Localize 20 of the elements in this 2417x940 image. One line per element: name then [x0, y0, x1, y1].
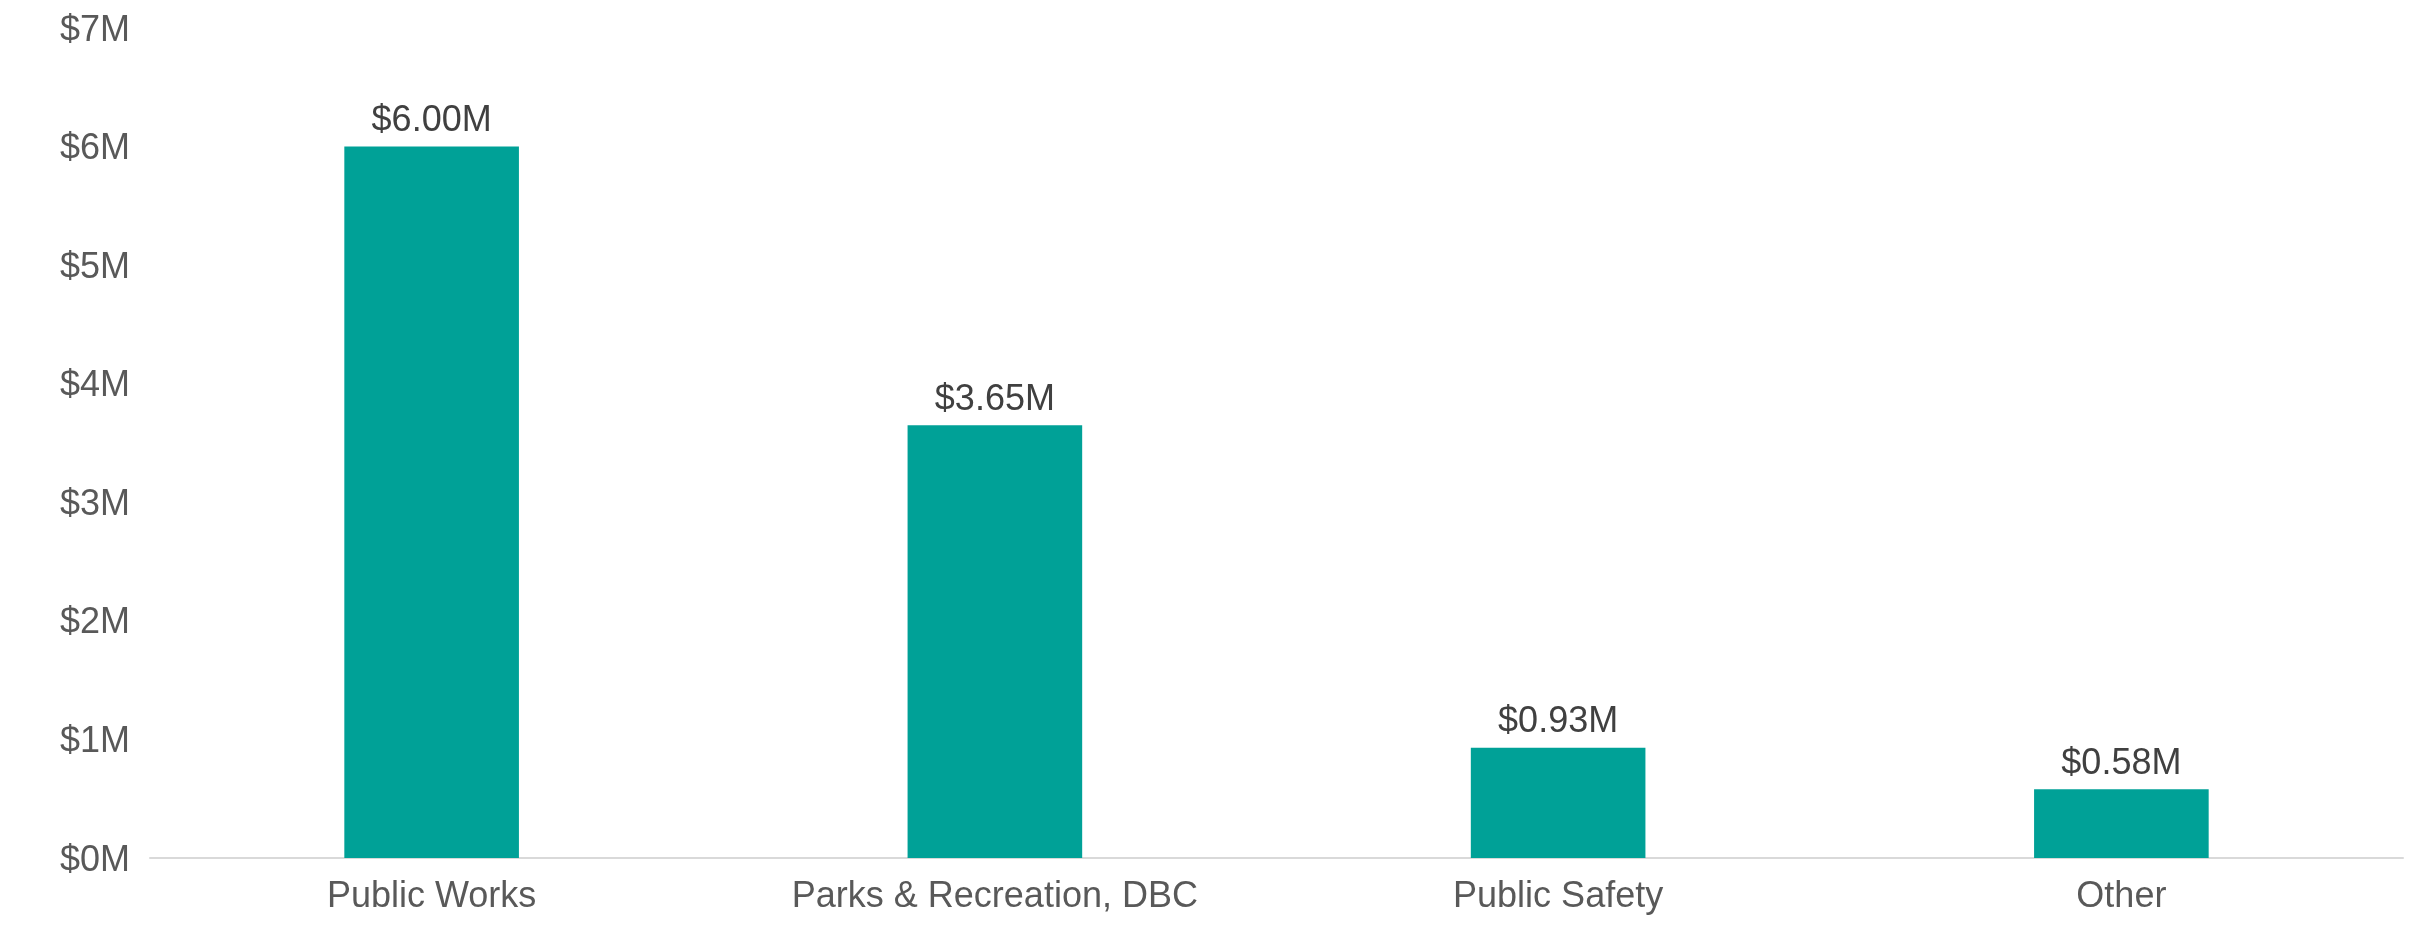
- y-tick-label: $1M: [59, 718, 130, 760]
- bar: [907, 425, 1083, 858]
- y-tick-label: $3M: [59, 481, 130, 523]
- y-tick-label: $5M: [59, 244, 130, 286]
- x-tick-label: Public Works: [326, 873, 537, 915]
- data-label: $0.58M: [2061, 740, 2182, 782]
- y-tick-label: $6M: [59, 126, 130, 168]
- y-tick-label: $4M: [59, 363, 130, 405]
- bar: [344, 146, 519, 858]
- data-label: $6.00M: [371, 98, 492, 140]
- x-tick-label: Other: [2076, 873, 2167, 915]
- y-tick-label: $0M: [59, 837, 130, 879]
- data-label: $0.93M: [1498, 699, 1619, 741]
- x-tick-label: Public Safety: [1453, 873, 1664, 915]
- bar: [1470, 747, 1646, 858]
- y-tick-label: $7M: [59, 7, 130, 49]
- y-tick-label: $2M: [59, 600, 130, 642]
- bar: [2034, 789, 2209, 858]
- x-tick-label: Parks & Recreation, DBC: [791, 873, 1198, 915]
- data-label: $3.65M: [934, 376, 1055, 418]
